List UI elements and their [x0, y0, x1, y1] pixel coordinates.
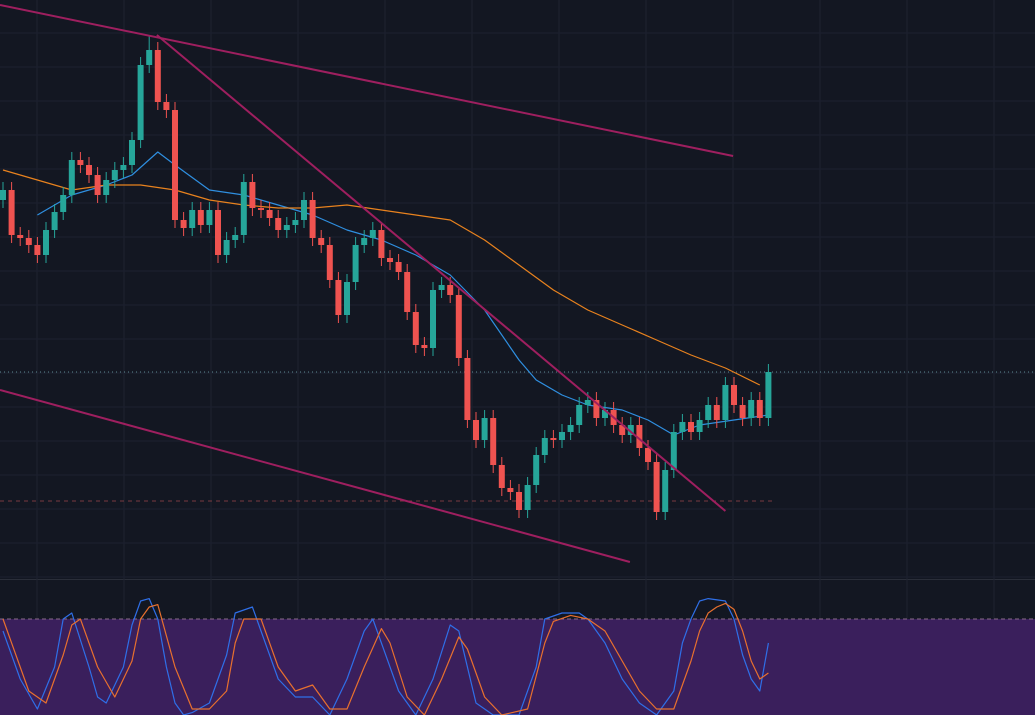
candle-body	[576, 405, 583, 425]
candle-body	[447, 285, 454, 295]
candle-body	[197, 210, 204, 225]
candle-body	[670, 432, 677, 470]
candle-body	[430, 290, 436, 348]
candle-body	[533, 455, 540, 485]
candle-body	[756, 400, 763, 418]
candle-body	[378, 230, 385, 258]
candle-body	[111, 170, 118, 180]
candle-body	[404, 272, 411, 312]
oscillator-line	[2, 597, 769, 715]
candle-body	[180, 220, 187, 228]
candle-body	[567, 425, 574, 432]
candle-body	[619, 425, 626, 435]
candle-body	[653, 462, 660, 512]
candle-body	[8, 190, 15, 235]
candle-body	[524, 485, 531, 510]
trend-line	[0, 4, 734, 157]
candle-body	[94, 175, 101, 195]
candle-body	[550, 438, 557, 440]
candle-body	[679, 422, 686, 432]
candle-body	[275, 218, 282, 230]
candle-body	[120, 165, 127, 170]
candle-body	[688, 422, 694, 432]
candle-body	[154, 50, 161, 102]
candle-body	[731, 385, 737, 405]
candle-body	[507, 488, 514, 492]
candle-body	[249, 182, 256, 208]
candle-body	[223, 240, 230, 255]
trend-line	[0, 389, 631, 563]
candle-body	[739, 405, 746, 418]
candle-body	[765, 372, 772, 418]
moving-average	[37, 151, 769, 436]
candle-body	[455, 295, 462, 358]
candle-body	[593, 400, 600, 418]
candle-body	[481, 418, 488, 440]
candle-body	[301, 200, 307, 220]
candle-body	[412, 312, 419, 345]
candle-body	[602, 410, 608, 418]
candle-body	[103, 180, 110, 195]
candle-body	[232, 235, 239, 240]
candle-body	[172, 110, 178, 220]
candle-body	[43, 230, 49, 255]
candle-body	[17, 235, 24, 238]
candle-body	[387, 258, 393, 262]
candle-body	[636, 425, 643, 448]
candle-body	[206, 210, 213, 225]
candle-body	[318, 238, 325, 245]
candle-body	[137, 65, 144, 140]
candle-body	[705, 405, 712, 420]
candle-body	[309, 200, 316, 238]
candle-body	[25, 238, 32, 245]
candle-body	[163, 102, 170, 110]
candle-body	[541, 438, 548, 455]
trend-line	[156, 34, 727, 512]
candle-body	[584, 400, 591, 405]
candle-body	[713, 405, 720, 420]
candle-body	[283, 225, 290, 230]
candle-body	[60, 195, 67, 212]
candle-body	[146, 50, 153, 65]
candle-body	[696, 420, 703, 432]
candle-body	[189, 210, 196, 228]
candle-body	[51, 212, 58, 230]
candle-body	[68, 160, 75, 195]
candle-body	[473, 420, 479, 440]
candle-body	[516, 492, 522, 510]
candle-body	[326, 245, 333, 280]
candle-body	[258, 208, 264, 210]
candle-body	[490, 418, 497, 465]
candle-body	[215, 210, 221, 255]
candle-body	[722, 385, 729, 420]
candle-body	[662, 470, 669, 512]
candle-body	[395, 262, 402, 272]
candle-body	[344, 282, 350, 315]
candle-body	[748, 400, 755, 418]
candle-body	[369, 230, 376, 238]
candle-body	[129, 140, 135, 165]
oscillator-line	[2, 602, 769, 715]
candle-body	[292, 220, 299, 225]
candle-body	[77, 160, 84, 165]
candle-body	[361, 238, 368, 245]
candle-body	[421, 345, 428, 348]
candle-body	[34, 245, 41, 255]
candle-body	[266, 210, 273, 218]
candle-body	[335, 280, 342, 315]
candle-body	[498, 465, 505, 488]
candle-body	[559, 432, 565, 440]
candle-body	[86, 165, 92, 175]
candle-body	[464, 358, 471, 420]
candle-body	[645, 448, 651, 462]
candle-body	[438, 285, 445, 290]
oscillator-band	[0, 619, 1035, 715]
candle-body	[240, 182, 247, 235]
candle-body	[0, 190, 6, 200]
moving-average	[2, 169, 761, 386]
candle-body	[352, 245, 359, 282]
candle-body	[627, 425, 634, 435]
